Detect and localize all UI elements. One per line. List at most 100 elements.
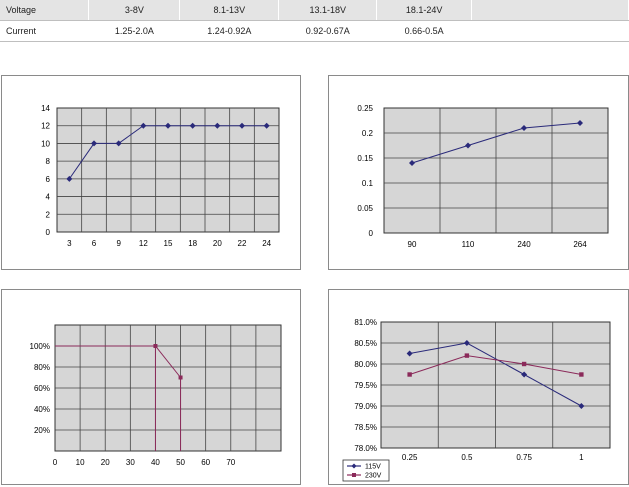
x-tick-label: 30	[126, 458, 135, 467]
legend-label: 230V	[365, 473, 382, 480]
derating-panel: 20% 40% 60% 80% 100% 0 10 20 30 40 50 60 70	[1, 289, 301, 485]
y-tick-label: 12	[41, 122, 50, 131]
y-tick-label: 4	[46, 193, 51, 202]
x-tick-label: 70	[226, 458, 235, 467]
data-point	[579, 372, 584, 377]
x-tick-label: 0.75	[516, 453, 532, 462]
y-tick-label: 60%	[34, 384, 50, 393]
x-tick-label: 18	[188, 239, 197, 248]
y-tick-label: 0.1	[362, 179, 374, 188]
series-line	[409, 355, 582, 375]
data-point	[463, 340, 470, 346]
x-tick-label: 0.25	[402, 453, 418, 462]
x-tick-label: 20	[213, 239, 222, 248]
series-line	[409, 342, 582, 407]
data-point	[406, 350, 413, 357]
y-tick-label: 0.2	[362, 129, 374, 138]
x-tick-label: 240	[517, 240, 531, 249]
data-point	[189, 122, 196, 129]
y-tick-label: 79.5%	[354, 381, 377, 390]
data-point	[140, 122, 147, 129]
spec-current-value-1: 1.25-2.0A	[88, 20, 180, 42]
y-tick-label: 20%	[34, 426, 50, 435]
x-tick-label: 110	[462, 240, 475, 249]
x-tick-label: 22	[238, 239, 247, 248]
efficiency-panel: 78.0% 78.5% 79.0% 79.5% 80.0% 80.5% 81.0% 0.25 0…	[328, 289, 629, 485]
data-point	[577, 120, 583, 126]
y-tick-label: 0	[369, 229, 374, 238]
data-point	[239, 122, 245, 129]
y-tick-label: 79.0%	[354, 402, 377, 411]
y-tick-label: 80%	[34, 363, 50, 372]
x-tick-label: 20	[101, 458, 110, 467]
spec-header-range-4: 18.1-24V	[376, 0, 473, 21]
series-line	[411, 122, 581, 164]
spec-header-range-3: 13.1-18V	[278, 0, 378, 21]
x-tick-label: 12	[139, 239, 148, 248]
x-tick-label: 40	[151, 458, 160, 467]
y-tick-label: 78.0%	[354, 444, 377, 453]
x-tick-label: 264	[573, 240, 587, 249]
spec-current-value-2: 1.24-0.92A	[179, 20, 279, 42]
data-point	[464, 353, 470, 358]
spec-header-range-1: 3-8V	[88, 0, 181, 21]
data-point	[409, 160, 415, 166]
data-point	[521, 371, 528, 378]
y-tick-label: 6	[46, 175, 51, 184]
x-tick-label: 24	[262, 239, 271, 248]
y-tick-label: 0.15	[357, 154, 373, 163]
spec-header-voltage: Voltage	[0, 0, 90, 21]
data-point	[214, 122, 221, 129]
data-point	[263, 122, 270, 129]
x-tick-label: 0.5	[461, 453, 473, 462]
data-point	[91, 140, 97, 147]
x-tick-label: 10	[76, 458, 85, 467]
efficiency-chart: 78.0% 78.5% 79.0% 79.5% 80.0% 80.5% 81.0% 0.25 0…	[342, 318, 611, 482]
data-point	[153, 344, 158, 348]
spec-current-value-3: 0.92-0.67A	[278, 20, 377, 42]
x-tick-label: 1	[579, 453, 584, 462]
data-point	[521, 125, 527, 131]
spec-current-empty	[471, 20, 629, 42]
data-point	[165, 122, 171, 129]
data-point	[407, 372, 412, 377]
y-tick-label: 80.0%	[354, 360, 377, 369]
y-tick-label: 0.05	[357, 204, 373, 213]
spec-current-value-4: 0.66-0.5A	[376, 20, 472, 42]
spec-header-range-2: 8.1-13V	[179, 0, 280, 21]
spec-current-row: Current 1.25-2.0A 1.24-0.92A 0.92-0.67A …	[0, 20, 629, 42]
spec-header-empty	[471, 0, 629, 21]
x-tick-label: 6	[92, 239, 97, 248]
data-point	[578, 403, 585, 409]
x-tick-label: 60	[201, 458, 210, 467]
y-tick-label: 100%	[30, 342, 50, 351]
spec-header-row: Voltage 3-8V 8.1-13V 13.1-18V 18.1-24V	[0, 0, 629, 21]
legend-label: 115V	[365, 464, 381, 471]
x-tick-label: 90	[408, 240, 417, 249]
legend-marker	[351, 463, 357, 469]
y-tick-label: 0	[46, 228, 51, 237]
y-tick-label: 80.5%	[354, 339, 377, 348]
spec-current-label: Current	[0, 20, 89, 42]
legend-marker	[352, 473, 356, 477]
spec-table: Voltage 3-8V 8.1-13V 13.1-18V 18.1-24V C…	[0, 0, 629, 42]
data-point	[465, 142, 471, 149]
data-point	[115, 140, 122, 147]
x-tick-label: 9	[116, 239, 121, 248]
output-power-panel: 0 2 4 6 8 10 12 14 3 6 9 12 15 18 20 22 24	[1, 75, 301, 270]
data-point	[66, 175, 73, 182]
no-load-power-chart: 0 0.05 0.1 0.15 0.2 0.25 90 110 240 264	[357, 104, 609, 249]
y-tick-label: 14	[41, 104, 50, 113]
x-tick-label: 15	[164, 239, 173, 248]
y-tick-label: 8	[46, 157, 51, 166]
x-tick-label: 50	[176, 458, 185, 467]
y-tick-label: 78.5%	[354, 423, 377, 432]
y-tick-label: 40%	[34, 405, 50, 414]
data-point	[521, 361, 527, 367]
x-tick-label: 0	[53, 458, 58, 467]
x-tick-label: 3	[67, 239, 72, 248]
y-tick-label: 2	[46, 210, 51, 219]
derating-chart: 20% 40% 60% 80% 100% 0 10 20 30 40 50 60 70	[30, 324, 282, 467]
y-tick-label: 10	[41, 139, 50, 148]
